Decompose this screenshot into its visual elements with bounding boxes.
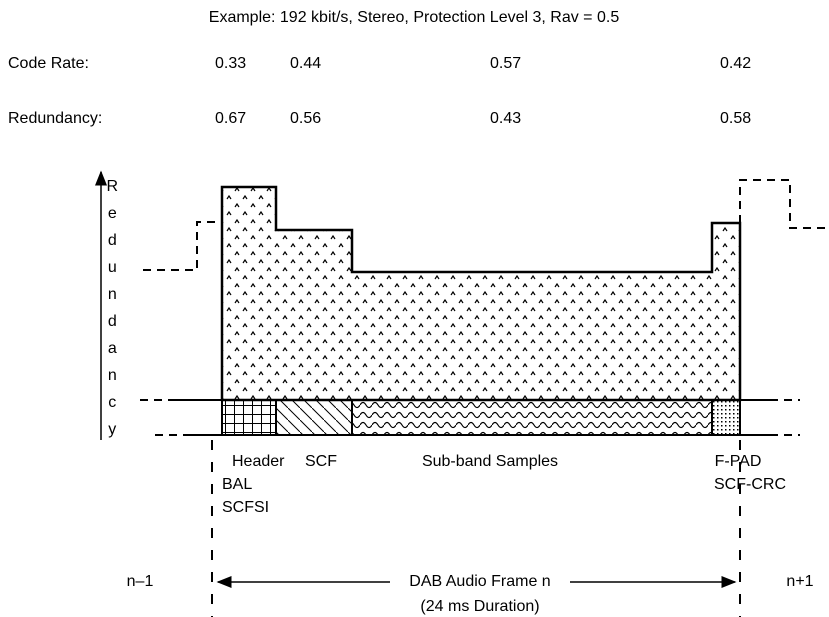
rate-value: 0.42: [720, 55, 751, 72]
samples-block: [351, 399, 713, 436]
rate-value: 0.57: [490, 55, 521, 72]
segment-label: SCF: [305, 453, 337, 470]
header-block: [221, 399, 277, 436]
next-frame: n+1: [786, 573, 813, 590]
redundancy-label: Redundancy:: [8, 110, 102, 127]
frame-blocks: [220, 185, 742, 436]
code-rate-label: Code Rate:: [8, 55, 89, 72]
segment-label: SCFSI: [222, 499, 269, 516]
redundancy-area: [220, 185, 742, 402]
rate-value: 0.58: [720, 110, 751, 127]
previous-frame: n–1: [127, 573, 154, 590]
rate-value: 0.56: [290, 110, 321, 127]
rate-value: 0.44: [290, 55, 321, 72]
value-rows: 0.33 0.44 0.57 0.42 0.67 0.56 0.43 0.58: [215, 55, 751, 127]
level-lines: [140, 179, 829, 617]
segment-label: F-PAD: [715, 453, 762, 470]
segment-label: SCF-CRC: [714, 476, 786, 493]
segment-label: BAL: [222, 476, 252, 493]
segment-label: Sub-band Samples: [422, 453, 558, 470]
rate-value: 0.43: [490, 110, 521, 127]
axis-label: Redundancy: [104, 178, 121, 448]
segment-label: Header: [232, 453, 285, 470]
title: Example: 192 kbit/s, Stereo, Protection …: [209, 9, 620, 26]
scf-block: [275, 399, 353, 436]
rate-value: 0.33: [215, 55, 246, 72]
fpad-block: [711, 399, 741, 436]
duration: (24 ms Duration): [420, 598, 539, 615]
rate-value: 0.67: [215, 110, 246, 127]
frame-label: DAB Audio Frame n: [409, 573, 550, 590]
